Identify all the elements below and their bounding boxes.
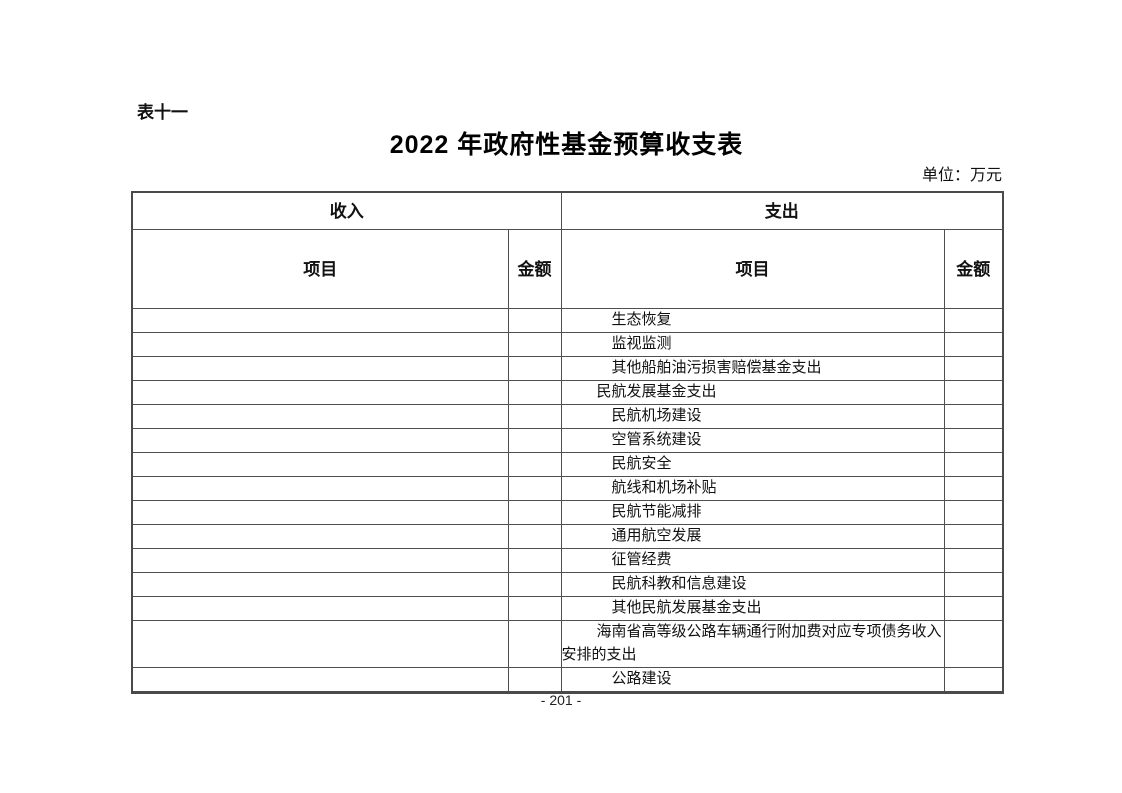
income-amount-header: 金额 [507, 229, 562, 309]
expense-item-cell: 民航机场建设 [560, 404, 945, 429]
expense-amount-cell [943, 380, 1004, 405]
page-number: - 201 - [540, 692, 582, 708]
table-row: 航线和机场补贴 [131, 476, 1004, 501]
income-item-cell [131, 404, 509, 429]
expense-item-cell: 海南省高等级公路车辆通行附加费对应专项债务收入安排的支出 [560, 620, 945, 668]
expense-section-header: 支出 [560, 191, 1004, 230]
expense-amount-cell [943, 620, 1004, 668]
table-row: 公路建设 [131, 667, 1004, 693]
income-item-cell [131, 380, 509, 405]
income-amount-cell [507, 524, 562, 549]
table-label: 表十一 [137, 103, 188, 122]
expense-item-cell: 公路建设 [560, 667, 945, 693]
expense-item-cell: 其他船舶油污损害赔偿基金支出 [560, 356, 945, 381]
expense-item-cell: 其他民航发展基金支出 [560, 596, 945, 621]
expense-item-cell: 生态恢复 [560, 308, 945, 333]
income-amount-cell [507, 452, 562, 477]
income-item-cell [131, 548, 509, 573]
income-amount-cell [507, 476, 562, 501]
table-row: 通用航空发展 [131, 524, 1004, 549]
budget-table: 收入 支出 项目 金额 项目 金额 生态恢复 监视监测 其他船舶油污损害赔偿基金支出… [131, 191, 1004, 694]
expense-amount-cell [943, 356, 1004, 381]
expense-item-cell: 民航发展基金支出 [560, 380, 945, 405]
income-amount-cell [507, 356, 562, 381]
expense-amount-cell [943, 308, 1004, 333]
income-item-cell [131, 308, 509, 333]
table-row: 民航机场建设 [131, 404, 1004, 429]
column-header-row: 项目 金额 项目 金额 [131, 229, 1004, 309]
expense-amount-header: 金额 [943, 229, 1004, 309]
expense-amount-cell [943, 500, 1004, 525]
unit-note: 单位：万元 [921, 167, 1002, 184]
expense-amount-cell [943, 452, 1004, 477]
page-title: 2022 年政府性基金预算收支表 [389, 131, 744, 159]
section-header-row: 收入 支出 [131, 191, 1004, 230]
income-item-cell [131, 500, 509, 525]
income-item-cell [131, 428, 509, 453]
table-row: 监视监测 [131, 332, 1004, 357]
table-header: 收入 支出 项目 金额 项目 金额 [131, 191, 1004, 309]
table-row: 民航发展基金支出 [131, 380, 1004, 405]
income-amount-cell [507, 548, 562, 573]
expense-amount-cell [943, 332, 1004, 357]
table-body: 生态恢复 监视监测 其他船舶油污损害赔偿基金支出 民航发展基金支出 民航机场建设 空管系统… [131, 308, 1004, 693]
income-amount-cell [507, 596, 562, 621]
income-amount-cell [507, 428, 562, 453]
income-item-cell [131, 356, 509, 381]
income-item-cell [131, 452, 509, 477]
table-row: 征管经费 [131, 548, 1004, 573]
expense-item-cell: 空管系统建设 [560, 428, 945, 453]
expense-amount-cell [943, 476, 1004, 501]
expense-item-header: 项目 [560, 229, 945, 309]
income-amount-cell [507, 404, 562, 429]
expense-amount-cell [943, 548, 1004, 573]
expense-amount-cell [943, 524, 1004, 549]
income-item-header: 项目 [131, 229, 509, 309]
table-row: 民航科教和信息建设 [131, 572, 1004, 597]
expense-amount-cell [943, 404, 1004, 429]
income-amount-cell [507, 380, 562, 405]
table-row: 生态恢复 [131, 308, 1004, 333]
income-item-cell [131, 596, 509, 621]
expense-item-cell: 民航科教和信息建设 [560, 572, 945, 597]
income-amount-cell [507, 572, 562, 597]
income-amount-cell [507, 667, 562, 693]
income-item-cell [131, 476, 509, 501]
table-row: 其他船舶油污损害赔偿基金支出 [131, 356, 1004, 381]
expense-item-cell: 监视监测 [560, 332, 945, 357]
expense-amount-cell [943, 596, 1004, 621]
income-section-header: 收入 [131, 191, 562, 230]
table-row: 民航节能减排 [131, 500, 1004, 525]
income-item-cell [131, 620, 509, 668]
income-amount-cell [507, 332, 562, 357]
income-item-cell [131, 572, 509, 597]
table-row: 其他民航发展基金支出 [131, 596, 1004, 621]
income-item-cell [131, 332, 509, 357]
expense-amount-cell [943, 667, 1004, 693]
expense-amount-cell [943, 428, 1004, 453]
income-item-cell [131, 667, 509, 693]
expense-item-cell: 征管经费 [560, 548, 945, 573]
expense-item-cell: 民航节能减排 [560, 500, 945, 525]
table-row: 海南省高等级公路车辆通行附加费对应专项债务收入安排的支出 [131, 620, 1004, 668]
income-item-cell [131, 524, 509, 549]
income-amount-cell [507, 620, 562, 668]
expense-item-cell: 民航安全 [560, 452, 945, 477]
income-amount-cell [507, 308, 562, 333]
table-row: 民航安全 [131, 452, 1004, 477]
expense-item-cell: 航线和机场补贴 [560, 476, 945, 501]
expense-amount-cell [943, 572, 1004, 597]
table-row: 空管系统建设 [131, 428, 1004, 453]
income-amount-cell [507, 500, 562, 525]
expense-item-cell: 通用航空发展 [560, 524, 945, 549]
